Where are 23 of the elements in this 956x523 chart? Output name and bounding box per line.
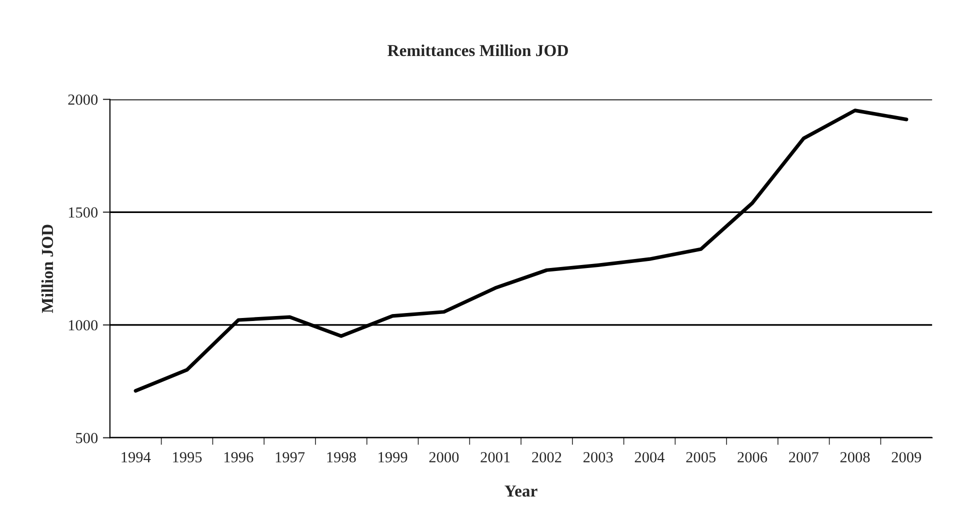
x-tick-label: 1997 <box>276 452 305 462</box>
x-tick-label: 2007 <box>789 452 818 462</box>
x-axis-title: Year <box>504 486 538 497</box>
y-tick-label: 500 <box>76 432 98 444</box>
y-tick-label: 2000 <box>68 94 98 105</box>
x-tick-label: 1994 <box>122 452 151 462</box>
x-tick-label: 1995 <box>173 452 202 462</box>
x-tick-label: 1999 <box>378 452 408 462</box>
y-tick-label: 1500 <box>68 207 98 218</box>
x-tick-label: 2000 <box>429 452 459 462</box>
x-tick-label: 2009 <box>892 452 922 462</box>
y-axis-title: Million JOD <box>41 224 54 313</box>
x-tick-label: 2006 <box>738 452 768 462</box>
x-tick-label: 1996 <box>224 452 254 462</box>
x-tick-label: 2003 <box>583 452 613 462</box>
x-tick-label: 1998 <box>327 452 356 462</box>
chart-title: Remittances Million JOD <box>388 44 568 56</box>
x-tick-label: 2002 <box>532 452 562 462</box>
y-tick-label: 1000 <box>68 320 98 330</box>
x-tick-label: 2005 <box>686 452 716 462</box>
x-tick-label: 2001 <box>480 452 510 462</box>
x-tick-label: 2004 <box>634 452 665 462</box>
x-tick-label: 2008 <box>840 452 870 462</box>
